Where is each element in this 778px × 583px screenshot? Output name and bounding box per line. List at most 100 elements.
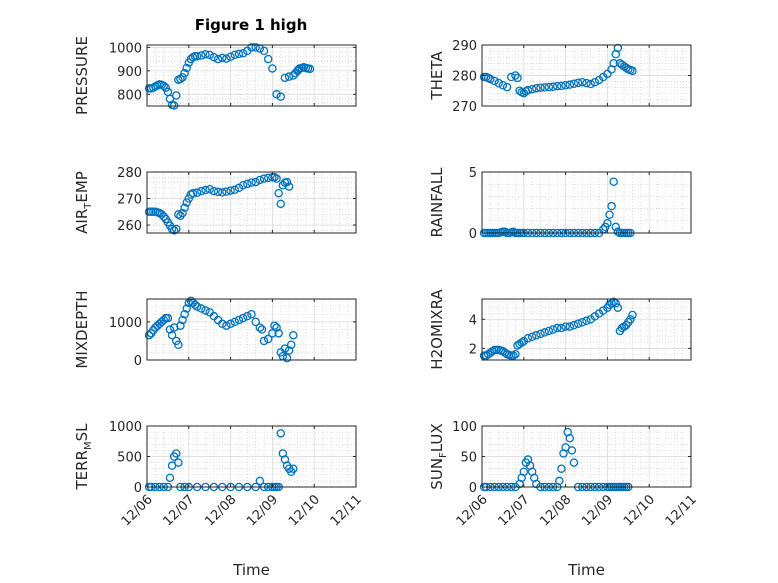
data-point	[190, 300, 200, 309]
data-point	[272, 90, 281, 99]
data-point	[498, 81, 508, 90]
y-axis-label: THETA	[428, 51, 446, 101]
y-tick-label: 270	[452, 100, 477, 115]
data-point	[255, 175, 265, 185]
data-point	[573, 78, 583, 88]
data-point	[165, 325, 175, 334]
y-axis-label-rest: LUX	[428, 423, 446, 452]
data-point	[540, 328, 549, 337]
data-point	[174, 210, 183, 219]
y-axis-label-rest: SL	[73, 423, 91, 442]
data-point	[569, 79, 579, 88]
data-point	[238, 313, 248, 323]
subplot-2: 270 280 290 THETA	[428, 39, 692, 115]
minor-grid	[482, 171, 691, 234]
y-tick-label: 1000	[109, 420, 142, 435]
y-tick-label: 2	[469, 342, 477, 357]
x-tick-label: 12/08	[202, 492, 239, 529]
y-tick-label: 0	[134, 354, 142, 369]
data-point	[582, 78, 591, 88]
data-point	[174, 340, 183, 349]
data-point	[607, 201, 616, 211]
data-point	[284, 72, 294, 81]
data-point	[578, 317, 587, 327]
y-tick-label: 900	[117, 65, 142, 80]
data-point	[494, 78, 503, 88]
data-point	[263, 334, 273, 344]
data-point	[226, 186, 235, 195]
data-point	[180, 309, 189, 319]
data-point	[578, 77, 587, 87]
data-point	[178, 208, 187, 218]
data-point	[276, 199, 286, 209]
data-point	[226, 319, 235, 329]
data-point	[259, 46, 269, 56]
data-point	[293, 66, 302, 76]
data-point	[201, 50, 210, 59]
data-point	[272, 174, 281, 183]
y-axis-label-subscript: M	[83, 441, 94, 450]
data-point	[197, 186, 206, 196]
data-point	[523, 85, 533, 95]
data-point	[569, 458, 579, 467]
data-point	[289, 464, 298, 473]
y-axis-label: AIRTEMP	[73, 171, 94, 234]
data-point	[243, 311, 252, 321]
data-point	[268, 64, 277, 73]
data-point	[536, 83, 545, 92]
data-point	[192, 52, 202, 61]
figure-title: Figure 1 high	[195, 16, 308, 34]
data-point	[582, 316, 591, 326]
y-tick-label: 0	[469, 481, 477, 496]
data-point	[557, 81, 566, 91]
x-tick-label: 12/07	[496, 492, 533, 529]
data-point	[557, 464, 566, 473]
data-point	[532, 84, 541, 93]
data-point	[527, 332, 537, 342]
data-point	[263, 173, 273, 183]
data-point	[565, 433, 575, 443]
y-axis-label-subscript: T	[83, 202, 94, 210]
x-axis-label: Time	[232, 561, 270, 579]
data-point	[509, 351, 518, 360]
data-point	[586, 79, 595, 89]
data-point	[561, 322, 570, 331]
y-axis-label: SUNFLUX	[428, 423, 449, 489]
y-tick-label: 1000	[109, 316, 142, 331]
axes-box	[481, 298, 692, 361]
data-point	[502, 82, 512, 92]
data-point	[201, 185, 210, 195]
data-point	[527, 84, 537, 94]
data-point	[247, 309, 256, 319]
data-point	[197, 51, 206, 60]
data-point	[282, 177, 292, 187]
y-axis-label: H2OMIXRA	[428, 289, 446, 370]
data-point	[507, 72, 516, 82]
subplot-6: 2 4 H2OMIXRA	[428, 289, 692, 370]
y-tick-label: 0	[469, 227, 477, 242]
axes-box	[146, 171, 357, 234]
subplot-1: 800 900 1000 PRESSURE	[73, 36, 357, 115]
data-point	[569, 320, 579, 330]
x-tick-label: 12/08	[537, 492, 574, 529]
data-point	[188, 188, 198, 198]
data-point	[268, 329, 277, 338]
data-point	[274, 188, 283, 198]
data-point	[605, 210, 614, 219]
y-axis-label-main: MIXDEPTH	[73, 290, 91, 368]
data-point	[176, 211, 185, 221]
data-point	[515, 86, 524, 96]
subplot-5: 0 1000 MIXDEPTH	[73, 290, 357, 369]
y-tick-label: 800	[117, 88, 142, 103]
data-point	[548, 82, 558, 92]
data-point	[238, 48, 248, 58]
data-point	[182, 304, 191, 313]
data-point	[540, 83, 549, 92]
data-point	[280, 344, 290, 353]
x-tick-label: 12/09	[244, 492, 281, 529]
data-point	[555, 476, 564, 486]
data-point	[230, 185, 240, 195]
data-point	[213, 187, 223, 197]
